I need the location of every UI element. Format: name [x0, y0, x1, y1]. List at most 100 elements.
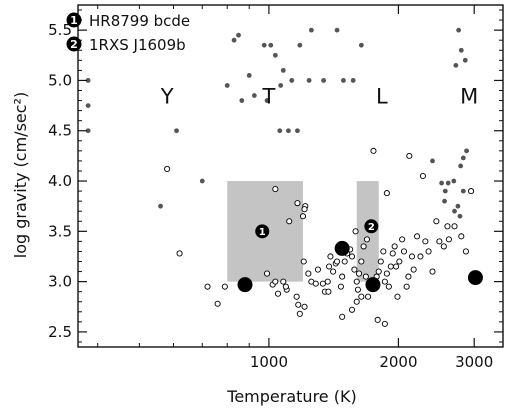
open-point: [354, 286, 361, 293]
legend-entry-1: 1 HR8799 bcde: [66, 12, 190, 30]
filled-black-large-point: [334, 240, 350, 256]
open-point: [294, 200, 301, 207]
filled-gray-point: [453, 62, 459, 68]
filled-black-large-point: [237, 277, 253, 293]
filled-gray-point: [280, 67, 286, 73]
filled-gray-point: [451, 178, 457, 184]
y-tick-label: 4.0: [48, 172, 72, 190]
open-point: [353, 298, 360, 305]
y-tick-label: 5.5: [48, 21, 72, 39]
filled-gray-point: [295, 128, 300, 134]
open-point: [272, 278, 279, 285]
open-point: [280, 278, 287, 285]
spectral-class-label: T: [261, 85, 275, 109]
open-point: [365, 293, 372, 300]
region-marker-number-2: 2: [368, 222, 375, 233]
filled-gray-point: [85, 128, 91, 134]
filled-gray-point: [442, 188, 448, 194]
filled-gray-point: [458, 47, 464, 53]
open-point: [419, 172, 426, 180]
filled-black-large-point: [467, 270, 483, 286]
open-point: [301, 303, 308, 310]
filled-gray-point: [445, 180, 451, 186]
filled-gray-point: [341, 78, 346, 83]
open-point: [337, 283, 344, 290]
legend-marker-2: [66, 36, 82, 52]
filled-black-large-point: [365, 277, 381, 293]
open-point: [358, 293, 365, 300]
filled-gray-point: [85, 103, 91, 108]
filled-gray-point: [452, 208, 457, 214]
open-point: [221, 283, 228, 290]
open-point: [383, 190, 390, 197]
open-point: [362, 273, 369, 280]
open-point: [293, 293, 300, 300]
legend-number-1: 1: [70, 14, 78, 27]
open-point: [444, 223, 451, 230]
open-point: [380, 248, 387, 255]
legend-entry-2: 2 1RXS J1609b: [66, 36, 186, 54]
y-tick-label: 2.5: [48, 323, 72, 341]
filled-gray-point: [277, 128, 283, 134]
open-point: [351, 266, 358, 273]
open-point: [348, 253, 356, 260]
open-point: [468, 188, 475, 195]
open-point: [394, 293, 401, 300]
filled-gray-point: [231, 37, 237, 43]
filled-gray-point: [261, 42, 267, 48]
y-tick-label: 5.0: [48, 71, 72, 89]
legend-marker-1: [66, 12, 82, 28]
open-point: [385, 283, 392, 290]
filled-gray-point: [286, 128, 291, 134]
open-point: [417, 253, 424, 260]
filled-gray-point: [455, 203, 461, 209]
open-point: [352, 228, 359, 235]
region-marker-2: [364, 219, 379, 234]
open-point: [204, 283, 211, 290]
filled-gray-point: [239, 98, 245, 103]
open-point: [405, 273, 412, 280]
legend-label-1: HR8799 bcde: [89, 12, 190, 30]
y-tick-label: 3.0: [48, 273, 72, 291]
filled-gray-point: [442, 198, 447, 204]
filled-gray-point: [334, 27, 340, 33]
y-tick-label: 3.5: [48, 222, 72, 240]
open-point: [324, 278, 331, 285]
filled-gray-point: [199, 178, 205, 184]
open-point: [348, 306, 356, 313]
open-point: [286, 218, 293, 225]
filled-gray-point: [457, 213, 463, 219]
x-tick-label: 3000: [455, 353, 493, 371]
open-point: [360, 243, 367, 250]
filled-gray-point: [297, 42, 303, 48]
x-axis-title: Temperature (K): [226, 387, 356, 406]
open-point: [339, 313, 346, 320]
open-point: [399, 236, 406, 243]
open-point: [445, 236, 452, 243]
open-point: [389, 250, 396, 257]
filled-gray-point: [460, 188, 466, 194]
open-point: [341, 258, 348, 265]
filled-gray-point: [278, 83, 284, 88]
open-point: [381, 278, 388, 285]
open-point: [301, 206, 308, 213]
filled-gray-point: [251, 93, 257, 98]
spectral-class-label: Y: [160, 85, 174, 109]
open-point: [374, 316, 381, 323]
open-point: [391, 243, 398, 250]
open-point: [410, 266, 417, 273]
region-marker-1: [255, 224, 270, 239]
legend: 1 HR8799 bcde 2 1RXS J1609b: [66, 12, 190, 54]
open-point: [164, 165, 171, 173]
x-tick-label: 1000: [250, 353, 288, 371]
open-point: [370, 147, 377, 154]
open-point: [383, 270, 390, 277]
open-point: [403, 283, 410, 290]
filled-gray-point: [272, 52, 278, 58]
open-point: [274, 290, 282, 297]
filled-gray-point: [358, 42, 364, 48]
open-point: [375, 268, 382, 275]
filled-gray-point: [430, 158, 435, 164]
open-point: [356, 270, 363, 277]
